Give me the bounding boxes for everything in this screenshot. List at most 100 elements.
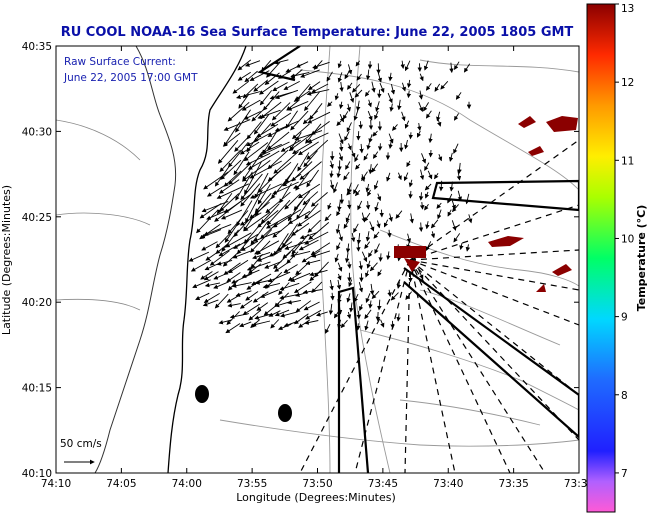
current-vector (376, 193, 382, 202)
current-vector (338, 230, 343, 242)
current-vector (423, 102, 429, 112)
current-vector (227, 303, 241, 308)
current-vector (387, 289, 392, 297)
current-vector (270, 112, 292, 127)
current-vector (337, 304, 343, 315)
current-vector (346, 311, 352, 320)
current-vector (340, 319, 348, 329)
sst-patches (394, 116, 578, 292)
current-vector (233, 219, 250, 237)
current-vector (409, 213, 414, 224)
current-vector (223, 262, 241, 276)
current-vector (345, 161, 351, 170)
current-vector (243, 110, 261, 120)
current-vector (365, 270, 370, 278)
current-vector (311, 83, 329, 93)
current-vector (418, 90, 424, 100)
current-vector (403, 172, 409, 182)
colorbar-tick-label: 7 (621, 468, 628, 480)
current-vector (243, 211, 271, 232)
sst-patch (404, 258, 420, 272)
current-vector (229, 313, 249, 319)
current-vector (401, 111, 406, 122)
current-vector (206, 182, 229, 197)
current-vector (216, 259, 233, 266)
colorbar-ticks: 7 8 9 10 11 12 13 (615, 3, 634, 480)
current-vector (324, 213, 332, 222)
current-vector (219, 149, 241, 172)
current-vector (256, 240, 271, 256)
current-vector (239, 212, 262, 226)
current-vector (368, 250, 373, 258)
current-vector (423, 60, 429, 71)
current-vector (436, 111, 441, 122)
current-vector (364, 241, 371, 250)
current-vector (408, 179, 414, 188)
current-vector (311, 250, 331, 258)
current-vector (452, 204, 459, 213)
current-vector (252, 251, 271, 260)
current-vector (293, 90, 311, 102)
current-vector (188, 251, 210, 262)
current-vector (449, 62, 454, 74)
current-vector (356, 73, 362, 81)
current-vector (267, 271, 291, 283)
current-vector (284, 193, 301, 210)
current-vector (228, 259, 249, 274)
current-vector (408, 132, 413, 140)
current-vector (257, 109, 281, 119)
current-vector (249, 160, 282, 179)
current-vector (299, 231, 318, 240)
current-vector (248, 263, 262, 274)
current-vector (361, 171, 368, 182)
current-vector (358, 281, 364, 293)
current-vector (241, 269, 260, 278)
current-vector (337, 273, 342, 281)
current-vector (395, 210, 403, 219)
current-vector (334, 93, 340, 101)
current-vector (266, 199, 291, 226)
current-vector (257, 169, 282, 194)
current-vector (380, 319, 385, 328)
current-vector (373, 180, 379, 190)
current-vector (260, 101, 282, 119)
current-vector (365, 293, 371, 303)
current-vector (258, 80, 279, 95)
current-vector (386, 172, 391, 182)
current-vector (295, 171, 310, 191)
current-vector (284, 240, 309, 250)
current-vector (287, 100, 309, 111)
current-vector (256, 123, 279, 138)
current-vector (364, 320, 369, 331)
current-vector (195, 292, 210, 300)
y-tick-label: 40:20 (22, 297, 52, 309)
y-tick-label: 40:15 (22, 383, 52, 395)
current-vector (418, 101, 424, 112)
current-vector (369, 221, 375, 232)
current-vector (251, 320, 271, 327)
current-vector (336, 170, 341, 179)
current-vector (265, 213, 292, 229)
current-vector (346, 103, 351, 112)
x-tick-label: 73:50 (302, 478, 332, 490)
current-vector (349, 302, 354, 313)
current-vector (306, 139, 329, 160)
current-vector (270, 319, 280, 329)
current-vector (306, 89, 330, 96)
current-vector (373, 231, 380, 239)
current-vector (299, 161, 322, 180)
current-vector (387, 92, 393, 104)
current-vector (244, 60, 261, 67)
current-vector (295, 263, 309, 276)
current-vector (215, 233, 231, 249)
current-vector (257, 210, 279, 228)
current-vector (406, 90, 412, 99)
current-vector (339, 114, 345, 123)
y-tick-label: 40:35 (22, 41, 52, 53)
current-vector (451, 220, 457, 231)
current-vector (295, 61, 309, 68)
current-vector (200, 229, 222, 239)
current-vector (397, 99, 402, 111)
current-vector (386, 251, 391, 261)
